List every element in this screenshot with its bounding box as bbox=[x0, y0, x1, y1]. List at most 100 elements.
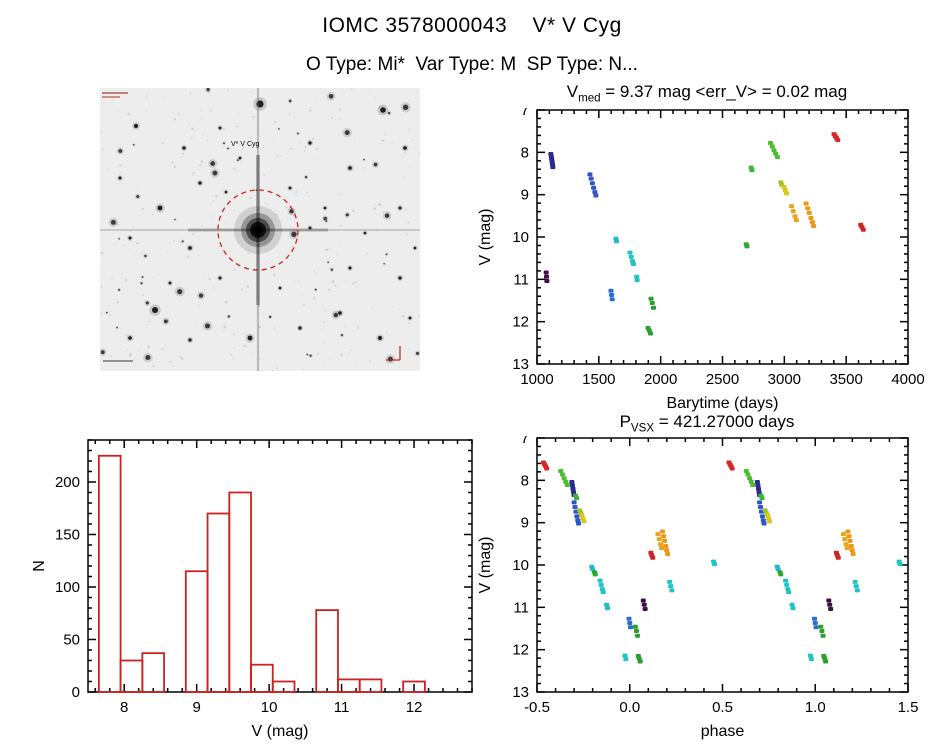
svg-text:100: 100 bbox=[55, 579, 80, 596]
svg-text:0.5: 0.5 bbox=[712, 699, 733, 716]
phase-series-19 bbox=[622, 653, 814, 661]
lightcurve-title-rest: = 9.37 mag <err_V> = 0.02 mag bbox=[600, 82, 848, 101]
phase-series-1 bbox=[558, 469, 756, 487]
svg-text:8: 8 bbox=[120, 699, 128, 716]
lightcurve-series-16 bbox=[831, 132, 841, 143]
phase-series-2 bbox=[569, 480, 763, 498]
lightcurve-series-3 bbox=[608, 288, 615, 302]
svg-text:50: 50 bbox=[63, 632, 80, 649]
phase-series-18 bbox=[635, 654, 829, 664]
svg-text:3500: 3500 bbox=[829, 371, 862, 388]
phase-tick-labels: -0.5 0.0 0.5 1.0 1.5 7 8 9 10 11 12 13 bbox=[512, 436, 918, 716]
svg-text:12: 12 bbox=[406, 699, 423, 716]
lightcurve-canvas: 1000 1500 2000 2500 3000 3500 400078910111213B… bbox=[477, 108, 925, 412]
phase-title-rest: = 421.27000 days bbox=[654, 412, 795, 431]
svg-text:10: 10 bbox=[512, 557, 529, 574]
svg-text:13: 13 bbox=[512, 356, 529, 373]
phase-title-base: P bbox=[619, 412, 631, 431]
lightcurve-series-14 bbox=[789, 204, 799, 223]
svg-text:1.5: 1.5 bbox=[898, 699, 919, 716]
lightcurve-axis-labels: Barytime (days) V (mag) bbox=[477, 209, 779, 412]
lightcurve-series-12 bbox=[778, 180, 785, 187]
phase-title: PVSX = 421.27000 days bbox=[470, 412, 944, 434]
target-circle bbox=[217, 189, 299, 271]
phase-series-20 bbox=[711, 559, 903, 567]
svg-text:12: 12 bbox=[512, 314, 529, 331]
phase-series-15 bbox=[640, 598, 834, 612]
svg-text:12: 12 bbox=[512, 642, 529, 659]
lightcurve-series-0 bbox=[548, 152, 556, 170]
phase-series-13 bbox=[667, 579, 860, 593]
lightcurve-tick-labels: 1000 1500 2000 2500 3000 3500 4000 7 8 9 10 11 12 13 bbox=[512, 108, 924, 388]
svg-text:Barytime (days): Barytime (days) bbox=[666, 395, 778, 412]
phase-axes bbox=[536, 437, 909, 693]
svg-text:7: 7 bbox=[521, 436, 529, 447]
svg-text:11: 11 bbox=[513, 271, 529, 288]
lightcurve-series-2 bbox=[587, 172, 599, 198]
svg-text:0: 0 bbox=[72, 684, 80, 701]
svg-text:1.0: 1.0 bbox=[805, 699, 826, 716]
lightcurve-title: Vmed = 9.37 mag <err_V> = 0.02 mag bbox=[470, 82, 944, 104]
svg-text:9: 9 bbox=[193, 699, 201, 716]
phase-series-4 bbox=[571, 500, 767, 526]
lightcurve-series-10 bbox=[748, 165, 755, 173]
starfield-corner-marks bbox=[102, 92, 401, 362]
lightcurve-series-13 bbox=[781, 185, 790, 196]
phase-axis-labels: phase V (mag) bbox=[477, 537, 744, 740]
svg-text:150: 150 bbox=[55, 527, 80, 544]
svg-text:V (mag): V (mag) bbox=[477, 209, 494, 266]
svg-text:8: 8 bbox=[521, 472, 529, 489]
svg-text:4000: 4000 bbox=[891, 371, 924, 388]
phase-series-11 bbox=[592, 570, 784, 577]
phase-series-0 bbox=[540, 460, 735, 471]
svg-text:-0.5: -0.5 bbox=[524, 699, 550, 716]
phase-series-9 bbox=[648, 550, 841, 560]
svg-text:2000: 2000 bbox=[644, 371, 677, 388]
phase-series-16 bbox=[626, 616, 819, 630]
lightcurve-title-base: V bbox=[566, 82, 579, 101]
svg-text:11: 11 bbox=[334, 699, 350, 716]
svg-text:200: 200 bbox=[55, 474, 80, 491]
phase-canvas: -0.5 0.0 0.5 1.0 1.5 7 8 9 10 11 12 13 phase V (mag) bbox=[477, 436, 918, 740]
svg-text:9: 9 bbox=[521, 187, 529, 204]
starfield-noise bbox=[100, 88, 420, 371]
svg-text:7: 7 bbox=[521, 108, 529, 119]
histogram-tick-labels: 8 9 10 11 12 0 50 100 150 200 bbox=[55, 474, 422, 716]
histogram-axes bbox=[87, 439, 473, 693]
svg-text:V (mag): V (mag) bbox=[252, 723, 309, 740]
central-star bbox=[100, 88, 420, 371]
lightcurve-series-1 bbox=[543, 270, 550, 284]
lightcurve-series-11 bbox=[767, 141, 780, 159]
svg-text:phase: phase bbox=[701, 723, 745, 740]
phase-series-12 bbox=[597, 578, 792, 595]
svg-text:N: N bbox=[31, 560, 48, 572]
svg-text:1000: 1000 bbox=[520, 371, 553, 388]
lightcurve-series-6 bbox=[634, 274, 640, 283]
lightcurve-series-5 bbox=[627, 250, 636, 267]
lightcurve-series-4 bbox=[613, 236, 620, 244]
lightcurve-series-17 bbox=[858, 222, 866, 232]
svg-text:2500: 2500 bbox=[706, 371, 739, 388]
histogram-canvas: 8 9 10 11 12 0 50 100 150 200 V (mag) N bbox=[31, 439, 473, 740]
histogram-bars bbox=[97, 454, 426, 693]
phase-series-5 bbox=[577, 508, 769, 515]
starfield-star-label: V* V Cyg bbox=[231, 141, 260, 148]
svg-text:13: 13 bbox=[512, 684, 529, 701]
phase-series-14 bbox=[604, 602, 796, 611]
svg-text:8: 8 bbox=[521, 144, 529, 161]
phase-series-10 bbox=[589, 564, 781, 572]
svg-text:V (mag): V (mag) bbox=[477, 537, 494, 594]
subtitle-types: O Type: Mi* Var Type: M SP Type: N... bbox=[306, 54, 638, 75]
lightcurve-title-sub: med bbox=[578, 92, 601, 105]
lightcurve-series-9 bbox=[743, 242, 750, 249]
starfield-image: V* V Cyg bbox=[100, 88, 420, 371]
svg-text:1500: 1500 bbox=[582, 371, 615, 388]
svg-text:11: 11 bbox=[513, 599, 529, 616]
page-title: IOMC 3578000043 V* V Cyg bbox=[322, 14, 622, 37]
svg-text:10: 10 bbox=[261, 699, 278, 716]
lightcurve-series-8 bbox=[645, 326, 654, 336]
phase-series-3 bbox=[573, 493, 765, 501]
lightcurve-series-7 bbox=[648, 296, 656, 310]
phase-series-7 bbox=[655, 532, 850, 551]
